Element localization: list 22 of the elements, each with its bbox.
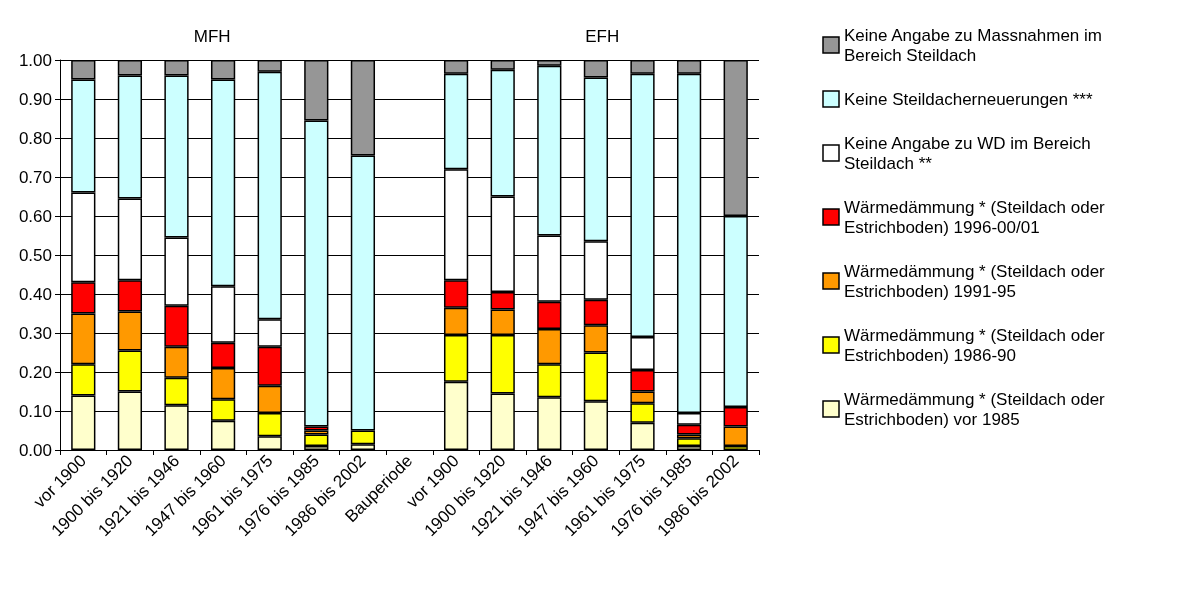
legend-label: Wärmedämmung * (Steildach oder Estrichboden) vor 1985 [844, 389, 1110, 429]
text: EFH [585, 27, 620, 46]
y-tick-label: 0.10 [18, 401, 52, 421]
y-tick-label: 0.50 [18, 245, 52, 265]
bar [676, 438, 702, 447]
legend-label: Wärmedämmung * (Steildach oder Estrichboden) 1991-95 [844, 261, 1110, 301]
y-tick-label: 0.80 [18, 128, 52, 148]
bar [304, 434, 329, 447]
y-tick-label: 1.00 [18, 50, 52, 70]
y-tick-label: 0.40 [18, 284, 52, 304]
y-tick-label: 0.00 [18, 440, 52, 460]
legend-label: Keine Angabe zu WD im Bereich Steildach ** [844, 133, 1096, 173]
y-tick-label: 0.70 [18, 167, 52, 187]
y-tick-label: 0.20 [18, 362, 52, 382]
y-tick-label: 0.90 [18, 89, 52, 109]
y-tick-label: 0.60 [18, 206, 52, 226]
legend-label: Keine Steildacherneuerungen *** [844, 89, 1093, 109]
y-tick-label: 0.30 [18, 323, 52, 343]
text: MFH [193, 27, 231, 46]
legend-label: Keine Angabe zu Massnahmen im Bereich Steildach [844, 25, 1107, 65]
legend-label: Wärmedämmung * (Steildach oder Estrichboden) 1986-90 [844, 325, 1110, 365]
legend-label: Wärmedämmung * (Steildach oder Estrichboden) 1996-00/01 [844, 197, 1110, 237]
